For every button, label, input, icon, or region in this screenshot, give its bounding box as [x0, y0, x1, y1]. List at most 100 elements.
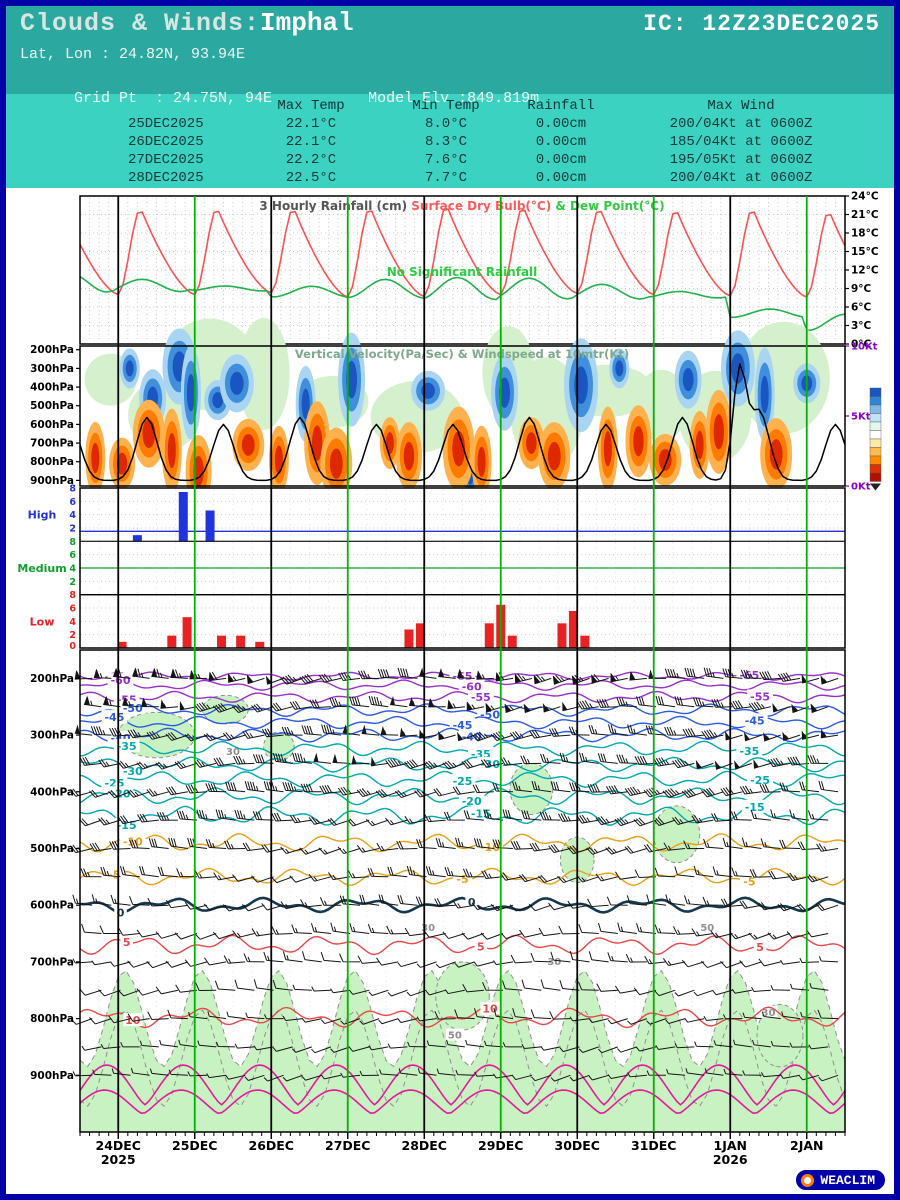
svg-text:15°C: 15°C — [851, 246, 879, 258]
svg-text:2: 2 — [69, 630, 76, 641]
row-value: 22.2°C — [285, 152, 337, 168]
svg-text:-25: -25 — [453, 775, 473, 788]
svg-text:-20: -20 — [462, 795, 482, 808]
column-header: Rainfall — [527, 98, 595, 114]
svg-text:700hPa: 700hPa — [30, 956, 74, 968]
page-title: Clouds & Winds:Imphal — [20, 8, 354, 38]
svg-text:600hPa: 600hPa — [30, 900, 74, 912]
svg-text:2JAN: 2JAN — [790, 1138, 823, 1153]
svg-text:27DEC: 27DEC — [325, 1138, 370, 1153]
svg-text:2026: 2026 — [713, 1152, 748, 1167]
svg-text:10: 10 — [482, 1003, 498, 1016]
svg-text:50: 50 — [448, 1031, 462, 1042]
svg-text:800hPa: 800hPa — [30, 456, 74, 468]
upper-air-panel: 30303050305030-65-65-65-60-60-55-55-55-5… — [30, 649, 846, 1133]
vertical-velocity-panel: 200hPa 300hPa 400hPa 500hPa 600hPa 700hPa 800h… — [30, 318, 882, 508]
svg-text:200hPa: 200hPa — [30, 344, 74, 356]
svg-text:2: 2 — [69, 577, 76, 588]
svg-text:30DEC: 30DEC — [555, 1138, 600, 1153]
svg-text:-35: -35 — [117, 740, 137, 753]
column-header: Min Temp — [412, 98, 480, 114]
weaclim-logo[interactable]: WEACLIM — [795, 1169, 886, 1191]
svg-text:12°C: 12°C — [851, 265, 879, 277]
row-value: 22.5°C — [285, 170, 337, 186]
svg-text:8: 8 — [69, 590, 76, 601]
svg-text:6°C: 6°C — [851, 302, 872, 314]
header-title-row: Clouds & Winds:Imphal IC: 12Z23DEC2025 — [20, 8, 880, 44]
svg-text:700hPa: 700hPa — [30, 438, 74, 450]
svg-text:-35: -35 — [739, 745, 759, 758]
svg-text:High: High — [28, 509, 57, 522]
table-row: 26DEC2025 22.1°C 8.3°C 0.00cm 185/04Kt at 06… — [6, 133, 894, 151]
row-value: 7.7°C — [424, 170, 467, 186]
svg-text:5Kt: 5Kt — [851, 412, 871, 423]
svg-text:-5: -5 — [456, 873, 468, 886]
svg-text:8: 8 — [69, 537, 76, 548]
svg-text:2: 2 — [69, 524, 76, 535]
svg-text:No Significant Rainfall: No Significant Rainfall — [387, 265, 538, 279]
gridpt-line: Grid Pt : 24.75N, 94E Model Elv :849.819m — [20, 66, 880, 107]
row-date: 28DEC2025 — [128, 170, 204, 186]
svg-text:-45: -45 — [104, 711, 124, 724]
svg-text:10Kt: 10Kt — [851, 342, 878, 353]
svg-text:4: 4 — [69, 564, 76, 575]
row-value: 0.00cm — [535, 134, 587, 150]
svg-text:5: 5 — [756, 941, 764, 954]
svg-text:400hPa: 400hPa — [30, 786, 74, 798]
svg-text:28DEC: 28DEC — [402, 1138, 447, 1153]
table-row: 28DEC2025 22.5°C 7.7°C 0.00cm 200/04Kt at 06… — [6, 169, 894, 187]
table-row: 25DEC2025 22.1°C 8.0°C 0.00cm 200/04Kt at 06… — [6, 115, 894, 133]
svg-text:25DEC: 25DEC — [172, 1138, 217, 1153]
svg-text:300hPa: 300hPa — [30, 730, 74, 742]
svg-text:24°C: 24°C — [851, 191, 879, 203]
row-value: 0.00cm — [535, 170, 587, 186]
row-value: 0.00cm — [535, 116, 587, 132]
svg-text:-10: -10 — [480, 841, 500, 854]
forecast-table: Max Temp Min Temp Rainfall Max Wind 25DEC202… — [6, 94, 894, 188]
title-prefix: Clouds & Winds: — [20, 9, 261, 38]
svg-text:-50: -50 — [480, 709, 500, 722]
svg-text:8: 8 — [69, 484, 76, 495]
svg-text:500hPa: 500hPa — [30, 843, 74, 855]
svg-text:-5: -5 — [743, 875, 755, 888]
table-row: 27DEC2025 22.2°C 7.6°C 0.00cm 195/05Kt at 06… — [6, 151, 894, 169]
row-value: 8.0°C — [424, 116, 467, 132]
svg-text:24DEC: 24DEC — [96, 1138, 141, 1153]
svg-text:4: 4 — [69, 510, 76, 521]
brand-text: WEACLIM — [820, 1172, 875, 1188]
svg-text:-55: -55 — [750, 690, 770, 703]
gridpt-text: Grid Pt : 24.75N, 94E — [74, 90, 273, 107]
svg-text:6: 6 — [69, 604, 76, 615]
svg-text:6: 6 — [69, 550, 76, 561]
row-value: 200/04Kt at 0600Z — [669, 116, 813, 132]
row-date: 27DEC2025 — [128, 152, 204, 168]
station-name: Imphal — [260, 8, 354, 38]
svg-text:0Kt: 0Kt — [851, 482, 871, 493]
svg-text:300hPa: 300hPa — [30, 363, 74, 375]
row-date: 25DEC2025 — [128, 116, 204, 132]
svg-text:50: 50 — [700, 923, 714, 934]
svg-text:900hPa: 900hPa — [30, 475, 74, 487]
svg-text:21°C: 21°C — [851, 209, 879, 221]
svg-text:800hPa: 800hPa — [30, 1013, 74, 1025]
row-value: 200/04Kt at 0600Z — [669, 170, 813, 186]
svg-text:26DEC: 26DEC — [249, 1138, 294, 1153]
svg-text:6: 6 — [69, 497, 76, 508]
svg-text:Low: Low — [30, 615, 55, 628]
row-value: 185/04Kt at 0600Z — [669, 134, 813, 150]
row-value: 195/05Kt at 0600Z — [669, 152, 813, 168]
svg-text:30: 30 — [421, 923, 435, 934]
svg-text:5: 5 — [123, 936, 131, 949]
svg-text:Vertical Velocity(Pa/Sec) & Wi: Vertical Velocity(Pa/Sec) & Windspeed at… — [295, 347, 629, 361]
row-value: 0.00cm — [535, 152, 587, 168]
svg-text:200hPa: 200hPa — [30, 673, 74, 685]
svg-text:500hPa: 500hPa — [30, 400, 74, 412]
svg-text:0: 0 — [468, 896, 476, 909]
svg-text:-45: -45 — [745, 714, 765, 727]
row-date: 26DEC2025 — [128, 134, 204, 150]
svg-text:-65: -65 — [739, 669, 759, 682]
svg-text:600hPa: 600hPa — [30, 419, 74, 431]
column-header: Max Wind — [707, 98, 775, 114]
